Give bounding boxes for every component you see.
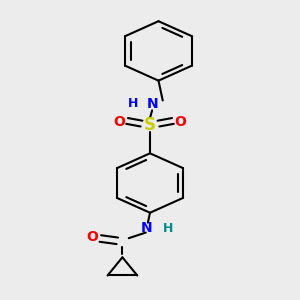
Text: H: H	[128, 97, 138, 110]
Text: N: N	[141, 220, 152, 235]
Text: H: H	[163, 222, 173, 235]
Text: N: N	[146, 98, 158, 111]
Text: O: O	[113, 115, 125, 129]
Text: O: O	[87, 230, 99, 244]
Text: O: O	[175, 115, 187, 129]
Text: S: S	[144, 116, 156, 134]
